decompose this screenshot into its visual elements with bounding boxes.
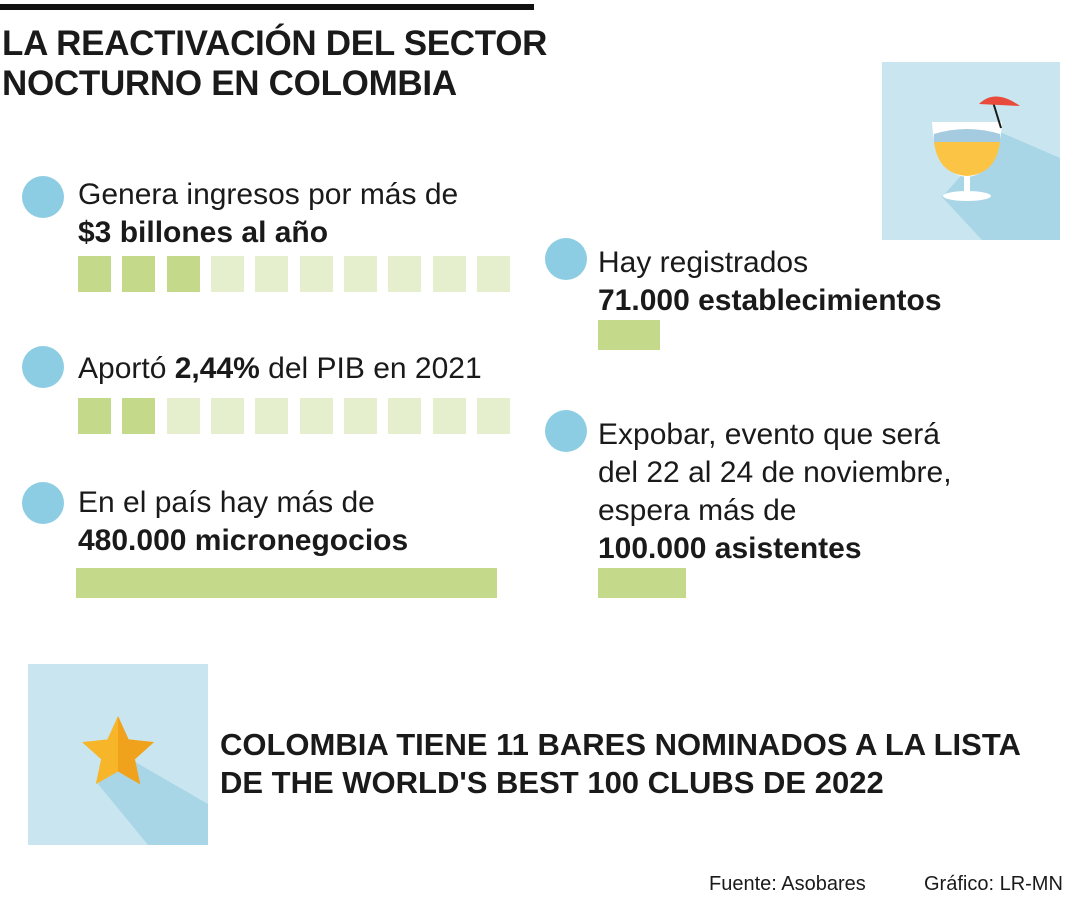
- stat-gdp: Aportó 2,44% del PIB en 2021: [78, 350, 482, 388]
- stat-establecimientos-value: 71.000 establecimientos: [598, 284, 942, 317]
- stat-expobar-value: 100.000 asistentes: [598, 532, 862, 565]
- block-filled: [78, 256, 111, 292]
- star-icon: [82, 716, 208, 845]
- block-empty: [432, 398, 466, 434]
- stat-establecimientos-text: Hay registrados: [598, 246, 809, 279]
- stat-gdp-value: 2,44%: [174, 352, 260, 385]
- bullet-dot: [545, 238, 587, 280]
- gdp-blocks: [78, 398, 510, 434]
- block-empty: [211, 398, 244, 434]
- footer-credit: Gráfico: LR-MN: [924, 873, 1063, 895]
- banner-text: COLOMBIA TIENE 11 BARES NOMINADOS A LA L…: [220, 727, 1020, 800]
- star-panel: [28, 664, 208, 845]
- stat-income: Genera ingresos por más de $3 billones a…: [78, 176, 458, 252]
- block-empty: [166, 398, 200, 434]
- cocktail-panel: [882, 62, 1060, 240]
- block-empty: [477, 256, 510, 292]
- block-filled: [122, 256, 156, 292]
- bullet-dot: [22, 176, 64, 218]
- cocktail-glass-icon: [932, 96, 1060, 240]
- block-empty: [432, 256, 466, 292]
- block-empty: [211, 256, 244, 292]
- stat-expobar-line2: del 22 al 24 de noviembre,: [598, 456, 952, 489]
- stat-expobar-line3: espera más de: [598, 494, 797, 527]
- stat-establecimientos: Hay registrados 71.000 establecimientos: [598, 244, 942, 320]
- stat-expobar-line1: Expobar, evento que será: [598, 418, 940, 451]
- block-filled: [166, 256, 200, 292]
- block-empty: [344, 398, 377, 434]
- block-filled: [122, 398, 156, 434]
- stat-gdp-prefix: Aportó: [78, 352, 175, 385]
- block-empty: [255, 256, 289, 292]
- block-empty: [344, 256, 377, 292]
- stat-micronegocios-value: 480.000 micronegocios: [78, 524, 409, 557]
- bullet-dot: [22, 482, 64, 524]
- top-rule: [0, 4, 534, 10]
- page-title: LA REACTIVACIÓN DEL SECTOR NOCTURNO EN C…: [2, 24, 548, 103]
- bullet-dot: [545, 410, 587, 452]
- bullet-dot: [22, 346, 64, 388]
- block-empty: [388, 256, 422, 292]
- micronegocios-bar: [76, 568, 497, 598]
- block-empty: [299, 256, 333, 292]
- block-empty: [255, 398, 289, 434]
- asistentes-bar: [598, 568, 686, 598]
- stat-micronegocios-text: En el país hay más de: [78, 486, 375, 519]
- footer-source: Fuente: Asobares: [709, 873, 866, 895]
- stat-income-text: Genera ingresos por más de: [78, 178, 459, 211]
- establecimientos-bar: [598, 320, 660, 350]
- block-empty: [299, 398, 333, 434]
- block-empty: [477, 398, 510, 434]
- stat-expobar: Expobar, evento que será del 22 al 24 de…: [598, 416, 952, 568]
- stat-income-value: $3 billones al año: [78, 216, 329, 249]
- block-empty: [388, 398, 422, 434]
- stat-gdp-suffix: del PIB en 2021: [259, 352, 482, 385]
- block-filled: [78, 398, 111, 434]
- stat-micronegocios: En el país hay más de 480.000 micronegoc…: [78, 484, 408, 560]
- income-blocks: [78, 256, 510, 292]
